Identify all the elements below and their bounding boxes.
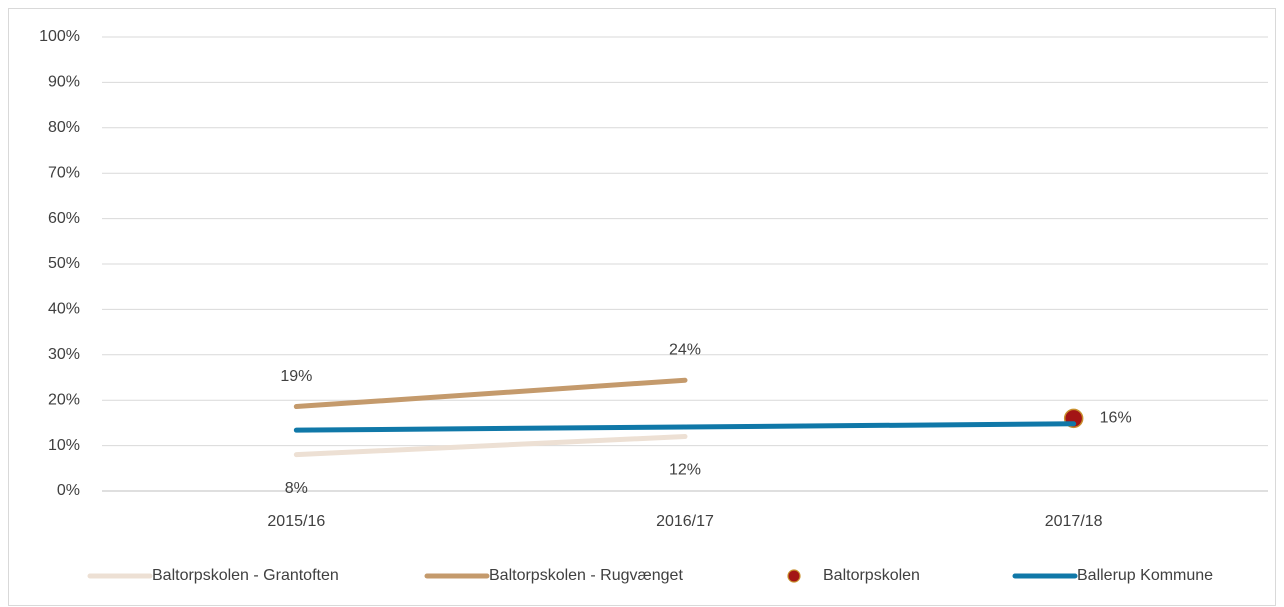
y-tick-label: 100% [39,28,80,45]
x-tick-label: 2016/17 [656,513,714,530]
x-tick-label: 2017/18 [1045,513,1103,530]
series-line [293,434,688,458]
series-line [293,377,688,410]
legend-label: Ballerup Kommune [1077,567,1213,584]
y-tick-label: 50% [48,255,80,272]
y-tick-label: 70% [48,164,80,181]
y-tick-label: 10% [48,437,80,454]
data-label: 8% [285,480,308,497]
data-label: 12% [669,462,701,479]
y-tick-label: 0% [57,482,80,499]
series-line [293,421,1077,433]
x-tick-label: 2015/16 [267,513,325,530]
y-tick-label: 60% [48,210,80,227]
y-tick-label: 40% [48,301,80,318]
y-tick-label: 80% [48,119,80,136]
legend-marker [787,569,801,583]
legend-label: Baltorpskolen - Rugvænget [489,567,683,584]
chart-frame [8,8,1276,606]
data-label: 19% [280,368,312,385]
legend-label: Baltorpskolen [823,567,920,584]
y-tick-label: 90% [48,74,80,91]
y-tick-label: 20% [48,391,80,408]
data-label: 16% [1100,410,1132,427]
y-tick-label: 30% [48,346,80,363]
data-label: 24% [669,341,701,358]
legend-label: Baltorpskolen - Grantoften [152,567,339,584]
